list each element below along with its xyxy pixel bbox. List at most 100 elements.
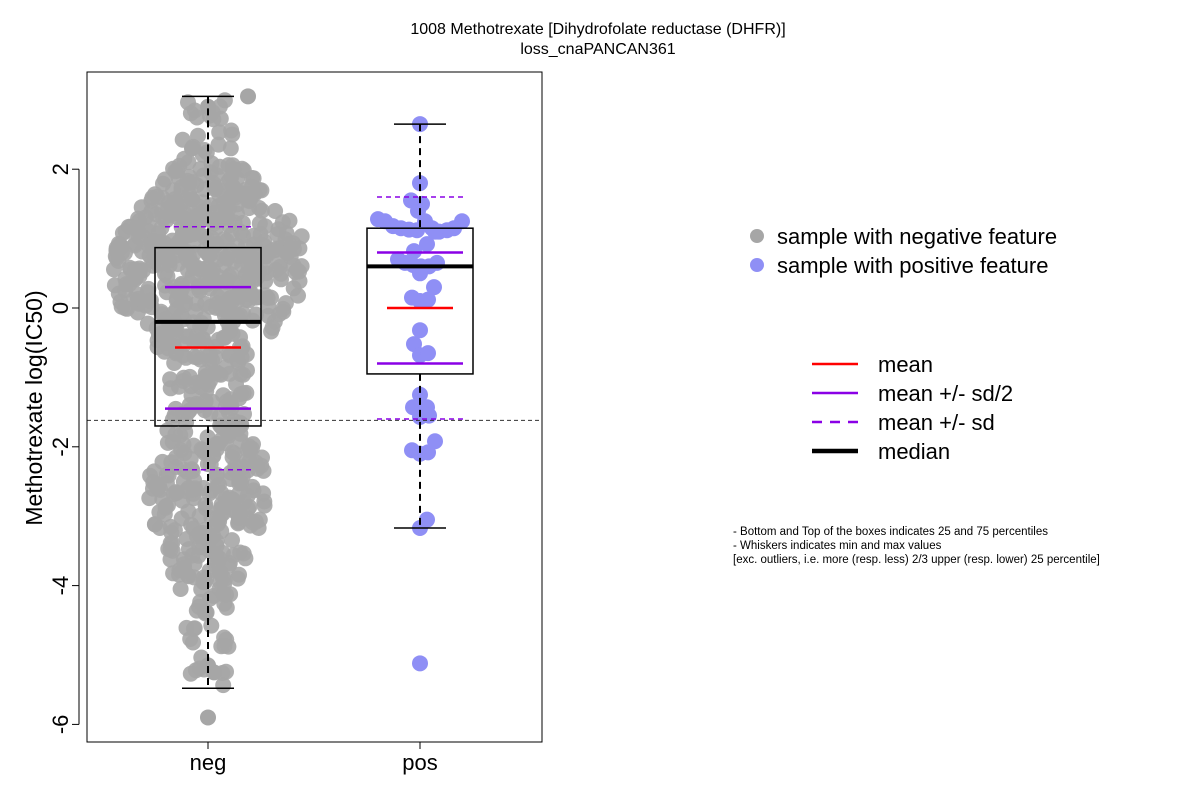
pos-point xyxy=(412,175,428,192)
neg-point xyxy=(190,127,206,144)
y-tick-label: 2 xyxy=(48,163,73,175)
y-tick-label: -4 xyxy=(48,576,73,596)
neg-point xyxy=(106,277,123,294)
neg-point xyxy=(226,445,243,462)
neg-point xyxy=(191,507,208,524)
x-tick-label: pos xyxy=(402,750,437,775)
chart-title: 1008 Methotrexate [Dihydrofolate reducta… xyxy=(410,21,785,38)
neg-point xyxy=(203,155,220,172)
neg-point xyxy=(159,422,176,439)
neg-point xyxy=(157,277,174,294)
neg-point xyxy=(223,122,240,139)
neg-point xyxy=(153,303,169,320)
neg-point xyxy=(201,346,218,363)
neg-point xyxy=(185,520,202,537)
neg-point xyxy=(219,248,236,265)
neg-point xyxy=(224,532,240,549)
neg-point xyxy=(215,387,232,404)
neg-point xyxy=(215,677,232,694)
neg-point xyxy=(221,347,238,364)
iqr-box xyxy=(366,227,474,375)
neg-point xyxy=(179,172,196,189)
pos-point xyxy=(412,386,428,403)
neg-point xyxy=(174,226,191,243)
neg-point xyxy=(207,468,224,485)
neg-point xyxy=(211,124,228,141)
y-axis-label: Methotrexate log(IC50) xyxy=(21,290,47,525)
neg-point xyxy=(203,617,220,634)
neg-point xyxy=(267,203,284,219)
neg-point xyxy=(154,190,171,206)
neg-point xyxy=(156,235,173,252)
neg-point xyxy=(187,303,204,320)
pos-point xyxy=(420,345,436,362)
pos-point xyxy=(420,444,436,461)
neg-point xyxy=(161,250,178,267)
pos-point xyxy=(406,243,422,260)
neg-point xyxy=(184,191,201,208)
neg-point xyxy=(181,368,198,385)
neg-point xyxy=(255,485,272,502)
legend-point-label: sample with positive feature xyxy=(777,253,1048,278)
neg-point xyxy=(179,463,196,480)
neg-point xyxy=(233,340,250,357)
neg-point xyxy=(186,348,203,365)
neg-point xyxy=(165,486,182,503)
neg-point xyxy=(185,634,201,651)
neg-point xyxy=(206,664,222,681)
neg-point xyxy=(225,275,242,292)
neg-point xyxy=(140,217,157,234)
neg-point xyxy=(154,202,171,219)
neg-point xyxy=(132,262,148,279)
note-line: [exc. outliers, i.e. more (resp. less) 2… xyxy=(733,554,1100,566)
neg-point xyxy=(181,397,198,413)
neg-point xyxy=(212,284,229,301)
notes: - Bottom and Top of the boxes indicates … xyxy=(733,526,1100,566)
neg-point xyxy=(172,581,189,597)
neg-point xyxy=(269,226,286,243)
y-tick-label: 0 xyxy=(48,302,73,314)
neg-point xyxy=(200,98,216,115)
neg-point xyxy=(234,256,251,273)
neg-point xyxy=(184,140,200,157)
neg-point xyxy=(240,510,257,527)
neg-point xyxy=(229,570,246,587)
neg-point xyxy=(218,232,235,249)
neg-point xyxy=(139,315,156,332)
neg-point xyxy=(162,551,179,568)
stats-layer xyxy=(87,95,542,690)
neg-point xyxy=(214,544,231,561)
neg-point xyxy=(260,298,277,315)
neg-point xyxy=(234,459,251,476)
iqr-box xyxy=(154,246,262,427)
neg-point xyxy=(200,709,216,726)
neg-point xyxy=(166,522,183,539)
neg-point xyxy=(226,214,243,231)
neg-point xyxy=(176,445,193,462)
neg-point xyxy=(205,175,222,192)
neg-point xyxy=(229,196,246,213)
neg-point xyxy=(180,94,196,111)
neg-point xyxy=(216,329,233,346)
legend-point-label: sample with negative feature xyxy=(777,224,1057,249)
neg-point xyxy=(255,462,272,479)
neg-point xyxy=(290,287,306,304)
y-tick-label: -6 xyxy=(48,715,73,735)
pos-point xyxy=(429,254,445,271)
legend-line-label: mean +/- sd xyxy=(878,410,995,435)
pos-point xyxy=(409,222,425,239)
neg-point xyxy=(241,441,258,458)
pos-point xyxy=(426,279,442,296)
neg-point xyxy=(250,520,267,536)
neg-point xyxy=(222,140,239,157)
pos-point xyxy=(412,322,428,339)
neg-point xyxy=(252,226,269,243)
neg-point xyxy=(216,595,233,612)
neg-point xyxy=(162,380,179,397)
neg-point xyxy=(173,510,190,527)
points-layer xyxy=(106,88,470,726)
pos-point xyxy=(419,236,435,253)
neg-point xyxy=(133,199,150,216)
neg-point xyxy=(271,255,288,272)
